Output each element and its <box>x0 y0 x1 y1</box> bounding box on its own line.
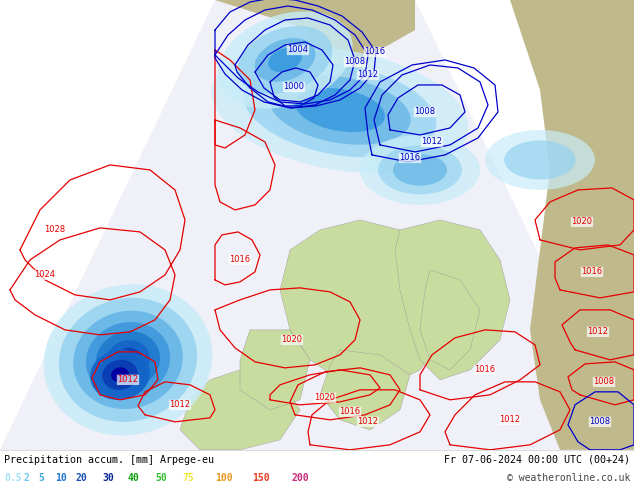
Text: 150: 150 <box>252 473 269 483</box>
Ellipse shape <box>378 146 462 195</box>
Ellipse shape <box>124 356 133 364</box>
Ellipse shape <box>90 350 150 400</box>
Text: 1024: 1024 <box>34 270 56 279</box>
Ellipse shape <box>269 75 411 145</box>
Polygon shape <box>280 220 460 390</box>
Text: 1016: 1016 <box>474 366 496 374</box>
Text: 1012: 1012 <box>117 375 138 384</box>
Ellipse shape <box>238 26 332 94</box>
Polygon shape <box>180 370 300 450</box>
Text: 1016: 1016 <box>339 407 361 416</box>
Text: 1016: 1016 <box>581 268 602 276</box>
Text: 1008: 1008 <box>415 107 436 117</box>
Ellipse shape <box>268 48 302 72</box>
Text: 10: 10 <box>55 473 67 483</box>
Ellipse shape <box>102 360 138 390</box>
Ellipse shape <box>59 298 197 422</box>
Ellipse shape <box>120 353 136 367</box>
Ellipse shape <box>73 311 183 409</box>
Text: Precipitation accum. [mm] Arpege-eu: Precipitation accum. [mm] Arpege-eu <box>4 455 214 465</box>
Text: 1008: 1008 <box>344 57 366 67</box>
Polygon shape <box>395 220 510 380</box>
Text: © weatheronline.co.uk: © weatheronline.co.uk <box>507 473 630 483</box>
Text: 1016: 1016 <box>365 48 385 56</box>
Text: 1012: 1012 <box>169 400 190 409</box>
Text: 1004: 1004 <box>287 46 309 54</box>
Ellipse shape <box>243 63 436 157</box>
Text: 100: 100 <box>215 473 233 483</box>
Text: 1012: 1012 <box>358 71 378 79</box>
Text: 1028: 1028 <box>44 225 65 234</box>
Text: 1016: 1016 <box>230 255 250 265</box>
Text: 1016: 1016 <box>399 153 420 163</box>
Text: 200: 200 <box>291 473 309 483</box>
Text: Fr 07-06-2024 00:00 UTC (00+24): Fr 07-06-2024 00:00 UTC (00+24) <box>444 455 630 465</box>
Text: 20: 20 <box>76 473 87 483</box>
Text: 2: 2 <box>24 473 30 483</box>
Text: 40: 40 <box>128 473 139 483</box>
Polygon shape <box>240 330 310 410</box>
Text: 30: 30 <box>102 473 113 483</box>
Text: 1020: 1020 <box>281 335 302 344</box>
Ellipse shape <box>106 340 150 380</box>
Polygon shape <box>320 350 410 430</box>
Text: 1000: 1000 <box>283 82 304 92</box>
Ellipse shape <box>44 284 212 436</box>
Ellipse shape <box>485 130 595 190</box>
Ellipse shape <box>212 47 469 173</box>
Ellipse shape <box>217 11 353 109</box>
Text: 1012: 1012 <box>422 137 443 147</box>
Polygon shape <box>420 270 480 370</box>
Text: 1008: 1008 <box>593 377 614 386</box>
Ellipse shape <box>360 135 480 205</box>
Ellipse shape <box>255 38 315 82</box>
Ellipse shape <box>115 348 141 372</box>
Text: 1012: 1012 <box>500 416 521 424</box>
Polygon shape <box>500 0 634 450</box>
Text: 5: 5 <box>38 473 44 483</box>
Ellipse shape <box>504 141 576 179</box>
Text: 1012: 1012 <box>358 417 378 426</box>
Ellipse shape <box>111 368 129 382</box>
Polygon shape <box>200 0 310 350</box>
Text: 75: 75 <box>182 473 194 483</box>
Text: 50: 50 <box>155 473 167 483</box>
Polygon shape <box>215 0 415 90</box>
Ellipse shape <box>96 331 160 389</box>
Polygon shape <box>0 0 634 450</box>
Text: 0.5: 0.5 <box>4 473 22 483</box>
Ellipse shape <box>393 154 447 186</box>
Text: 1020: 1020 <box>314 393 335 402</box>
Ellipse shape <box>295 88 385 132</box>
Ellipse shape <box>86 322 170 398</box>
Text: 1008: 1008 <box>590 417 611 426</box>
Text: 1020: 1020 <box>571 218 593 226</box>
Text: 1012: 1012 <box>588 327 609 336</box>
